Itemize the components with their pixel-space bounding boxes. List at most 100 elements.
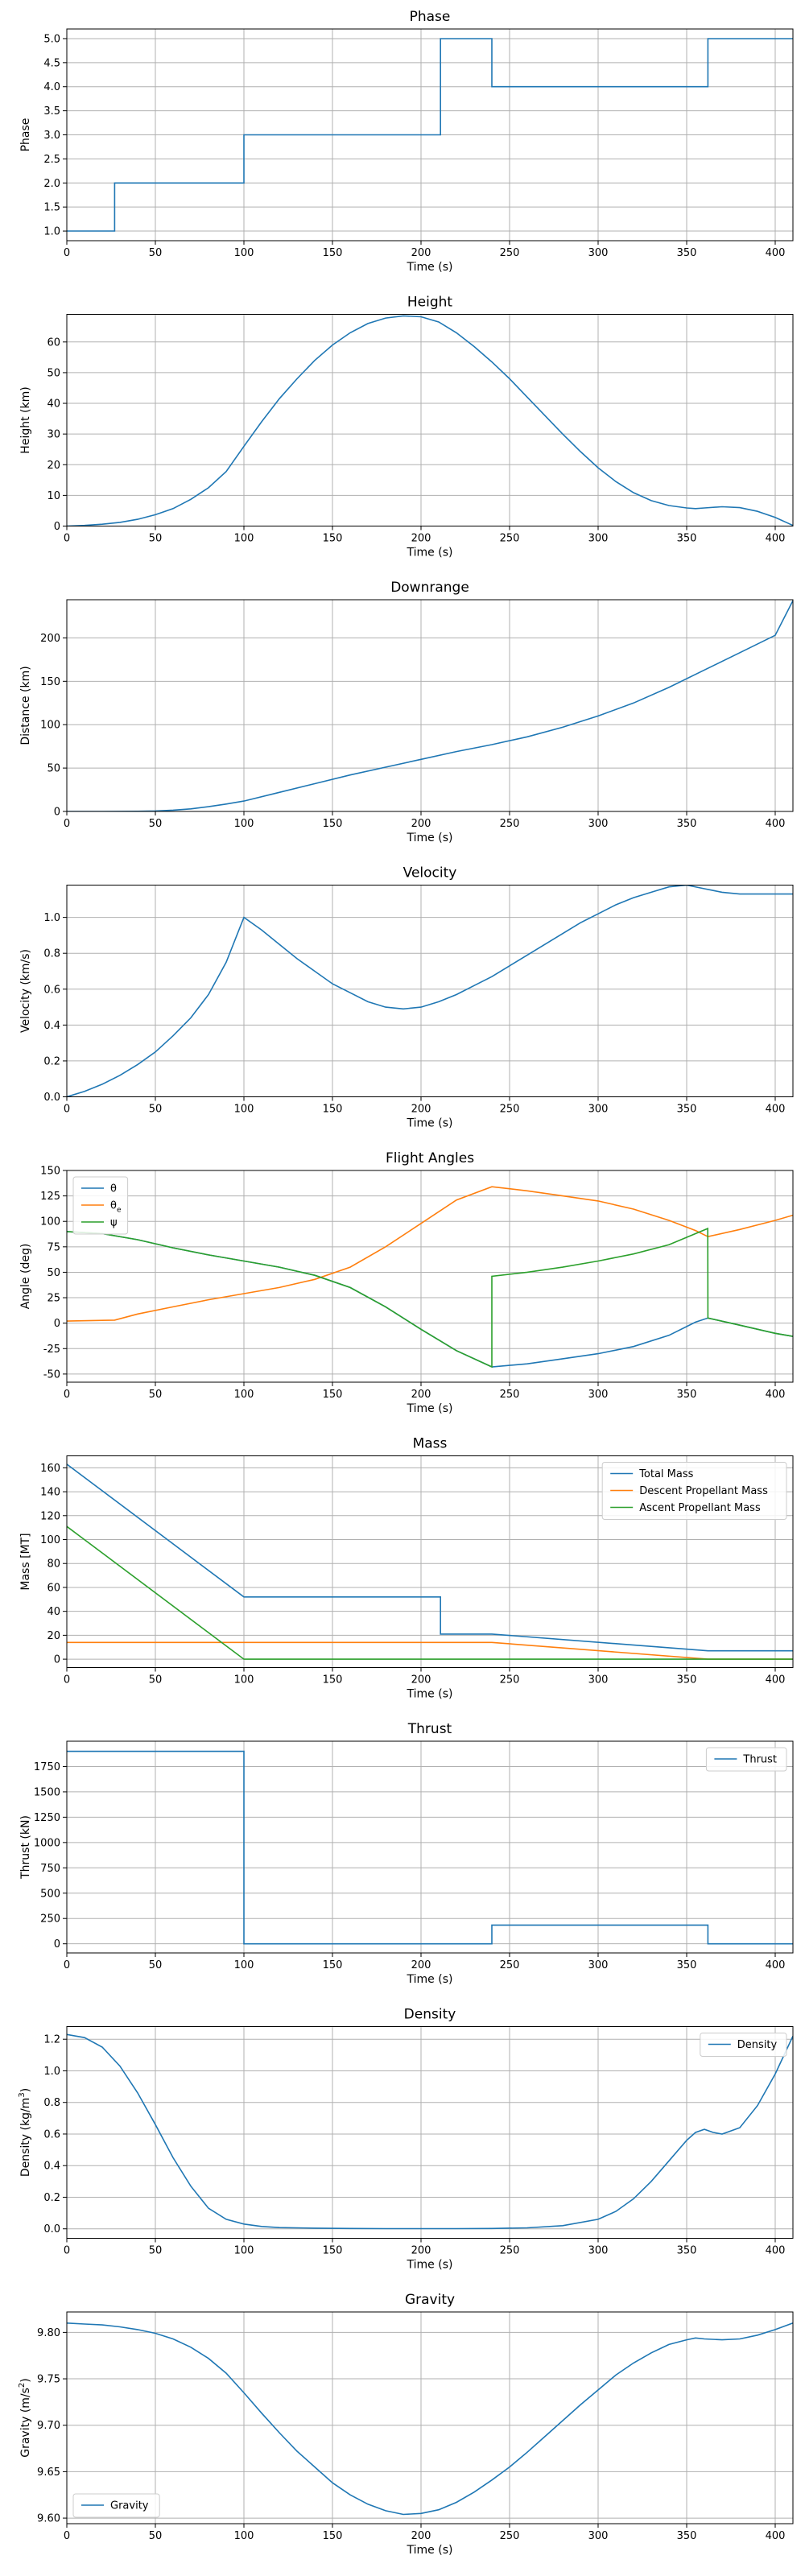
x-tick-label: 300 — [588, 1389, 609, 1401]
x-tick-label: 150 — [323, 1104, 343, 1116]
x-tick-label: 250 — [500, 247, 520, 259]
y-tick-label: 750 — [40, 1863, 60, 1875]
x-tick-label: 400 — [766, 1104, 786, 1116]
x-tick-label: 300 — [588, 533, 609, 545]
x-tick-label: 350 — [677, 1389, 697, 1401]
x-tick-label: 100 — [234, 1959, 254, 1971]
y-tick-label: 60 — [47, 1582, 60, 1594]
x-tick-label: 0 — [64, 818, 70, 830]
x-tick-label: 0 — [64, 247, 70, 259]
y-tick-label: 500 — [40, 1888, 60, 1900]
y-tick-label: 9.60 — [37, 2513, 60, 2525]
legend-label-sub: e — [117, 1207, 122, 1215]
legend-label-text: θ — [110, 1200, 117, 1212]
legend-label-text: θ — [110, 1183, 117, 1195]
series-line-2 — [67, 1641, 793, 1660]
x-tick-label: 50 — [149, 1959, 163, 1971]
y-axis-label-text: Phase — [19, 118, 32, 152]
x-tick-label: 350 — [677, 1104, 697, 1116]
chart-6: Mass 0 50 100 150 200 250 300 350 400 0 20 40 60 80 100… — [19, 1436, 794, 1701]
x-tick-label: 350 — [677, 818, 697, 830]
x-tick-label: 200 — [411, 247, 431, 259]
y-axis-label: Velocity (km/s) — [19, 949, 32, 1033]
y-axis-label-text: Distance (km) — [19, 666, 32, 745]
y-tick-label: 1250 — [34, 1812, 60, 1824]
x-axis-label: Time (s) — [407, 1117, 453, 1130]
x-tick-label: 400 — [766, 1389, 786, 1401]
chart-title: Height — [407, 295, 453, 311]
x-tick-label: 50 — [149, 2530, 163, 2542]
y-tick-label: 0.2 — [43, 2192, 60, 2204]
x-tick-label: 300 — [588, 818, 609, 830]
x-tick-label: 250 — [500, 818, 520, 830]
x-tick-label: 150 — [323, 247, 343, 259]
series-line-3 — [67, 1525, 793, 1660]
y-tick-label: 140 — [40, 1487, 60, 1499]
y-tick-label: -50 — [43, 1368, 60, 1381]
x-tick-label: 300 — [588, 247, 609, 259]
y-tick-label: 0 — [54, 1318, 60, 1330]
y-axis-label-text: Gravity (m/s — [19, 2388, 32, 2458]
series-line-1 — [67, 1463, 793, 1652]
legend: Density — [700, 2033, 787, 2057]
legend-label-text: ψ — [110, 1217, 118, 1229]
x-tick-label: 150 — [323, 2530, 343, 2542]
legend-label-text: Descent Propellant Mass — [639, 1485, 768, 1497]
legend-label: Thrust — [742, 1754, 777, 1766]
y-axis-label: Thrust (kN) — [19, 1815, 32, 1880]
grid-lines — [66, 2312, 793, 2524]
x-tick-label: 400 — [766, 533, 786, 545]
y-tick-label: 50 — [47, 1267, 60, 1279]
chart-4: Velocity 0 50 100 150 200 250 300 350 400 0.0 0.2 0.… — [19, 865, 794, 1130]
x-tick-label: 200 — [411, 1389, 431, 1401]
x-tick-label: 350 — [677, 1959, 697, 1971]
y-axis-label-end: ) — [19, 2088, 32, 2092]
x-tick-label: 300 — [588, 1959, 609, 1971]
x-tick-label: 50 — [149, 533, 163, 545]
y-tick-label: 9.65 — [37, 2467, 60, 2479]
x-tick-label: 350 — [677, 2245, 697, 2257]
x-tick-label: 0 — [64, 1389, 70, 1401]
x-tick-label: 400 — [766, 1959, 786, 1971]
legend-label: Density — [737, 2039, 778, 2051]
chart-title: Downrange — [390, 580, 469, 596]
x-tick-label: 100 — [234, 247, 254, 259]
y-axis-label: Distance (km) — [19, 666, 32, 745]
x-tick-label: 250 — [500, 1104, 520, 1116]
plot-frame — [66, 2311, 794, 2524]
y-tick-label: 30 — [47, 429, 60, 441]
y-axis-label-text: Mass [MT] — [19, 1533, 32, 1590]
legend-box — [705, 1747, 787, 1772]
plot-frame — [66, 1170, 794, 1383]
x-tick-label: 0 — [64, 2530, 70, 2542]
y-axis-label: Height (km) — [19, 386, 32, 453]
y-tick-label: 200 — [40, 633, 60, 645]
y-tick-label: 0.8 — [43, 2097, 60, 2109]
x-tick-label: 200 — [411, 2530, 431, 2542]
y-tick-label: 1.0 — [43, 912, 60, 924]
legend-label-text: Gravity — [110, 2500, 149, 2512]
y-axis-label: Phase — [19, 118, 32, 152]
x-axis-label: Time (s) — [407, 1688, 453, 1701]
y-tick-label: 1500 — [34, 1786, 60, 1798]
x-axis-label: Time (s) — [407, 2544, 453, 2557]
y-axis-label: Mass [MT] — [19, 1533, 32, 1590]
series-line-1 — [67, 315, 793, 526]
y-tick-label: 0.6 — [43, 2128, 60, 2140]
series-line-2 — [67, 1186, 793, 1322]
chart-title: Velocity — [403, 865, 457, 881]
x-tick-label: 50 — [149, 1389, 163, 1401]
grid-lines — [66, 2026, 793, 2239]
x-tick-label: 150 — [323, 1959, 343, 1971]
y-axis-label-text: Density (kg/m — [19, 2098, 32, 2178]
chart-title: Thrust — [407, 1721, 452, 1737]
x-tick-label: 100 — [234, 533, 254, 545]
x-tick-label: 200 — [411, 818, 431, 830]
y-tick-label: 1750 — [34, 1761, 60, 1773]
x-tick-label: 0 — [64, 1104, 70, 1116]
x-tick-label: 400 — [766, 1674, 786, 1686]
x-tick-label: 50 — [149, 2245, 163, 2257]
x-tick-label: 0 — [64, 1959, 70, 1971]
